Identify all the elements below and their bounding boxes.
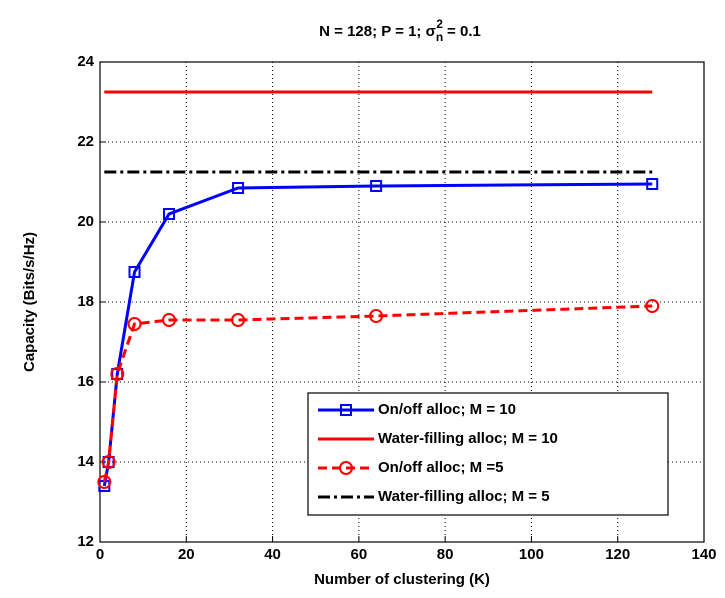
marker bbox=[162, 313, 177, 327]
marker bbox=[128, 266, 141, 278]
marker bbox=[110, 367, 125, 381]
marker bbox=[97, 475, 112, 489]
marker bbox=[163, 208, 176, 220]
title-subscript: n bbox=[436, 30, 443, 44]
y-tick-label: 14 bbox=[77, 453, 94, 470]
x-tick-label: 0 bbox=[96, 546, 104, 563]
plot-frame bbox=[99, 61, 705, 543]
marker bbox=[370, 180, 383, 192]
series-line bbox=[102, 304, 653, 483]
title-text: N = 128; P = 1; bbox=[319, 23, 425, 40]
x-tick-label: 20 bbox=[178, 546, 195, 563]
y-tick-label: 22 bbox=[77, 133, 94, 150]
marker bbox=[232, 182, 245, 194]
x-tick-label: 80 bbox=[437, 546, 454, 563]
x-tick-label: 100 bbox=[519, 546, 544, 563]
title-symbol: σ bbox=[426, 23, 436, 40]
y-tick-label: 12 bbox=[77, 533, 94, 550]
x-tick-label: 120 bbox=[605, 546, 630, 563]
legend: On/off alloc; M = 10 Water-filling alloc;… bbox=[307, 392, 669, 516]
chart-title: N = 128; P = 1; σn2 = 0.1 bbox=[319, 17, 481, 44]
y-tick-label: 24 bbox=[77, 53, 94, 70]
marker bbox=[127, 317, 142, 331]
legend-box bbox=[307, 392, 669, 516]
marker bbox=[369, 309, 384, 323]
title-superscript: 2 bbox=[436, 17, 443, 31]
y-tick-label: 20 bbox=[77, 213, 94, 230]
x-axis-label: Number of clustering (K) bbox=[314, 571, 490, 588]
y-tick-label: 16 bbox=[77, 373, 94, 390]
x-tick-label: 60 bbox=[351, 546, 368, 563]
marker bbox=[231, 313, 246, 327]
marker bbox=[340, 404, 352, 416]
title-text: = 0.1 bbox=[443, 23, 481, 40]
marker bbox=[339, 461, 353, 475]
y-axis-label: Capacity (Bits/s/Hz) bbox=[21, 232, 38, 372]
legend-label: On/off alloc; M = 10 bbox=[378, 401, 516, 418]
y-tick-label: 18 bbox=[77, 293, 94, 310]
legend-label: On/off alloc; M =5 bbox=[378, 459, 503, 476]
legend-label: Water-filling alloc; M = 5 bbox=[378, 488, 550, 505]
x-tick-label: 40 bbox=[264, 546, 281, 563]
x-tick-label: 140 bbox=[691, 546, 716, 563]
marker bbox=[646, 178, 659, 190]
legend-label: Water-filling alloc; M = 10 bbox=[378, 430, 558, 447]
marker bbox=[101, 455, 116, 469]
marker bbox=[645, 299, 660, 313]
